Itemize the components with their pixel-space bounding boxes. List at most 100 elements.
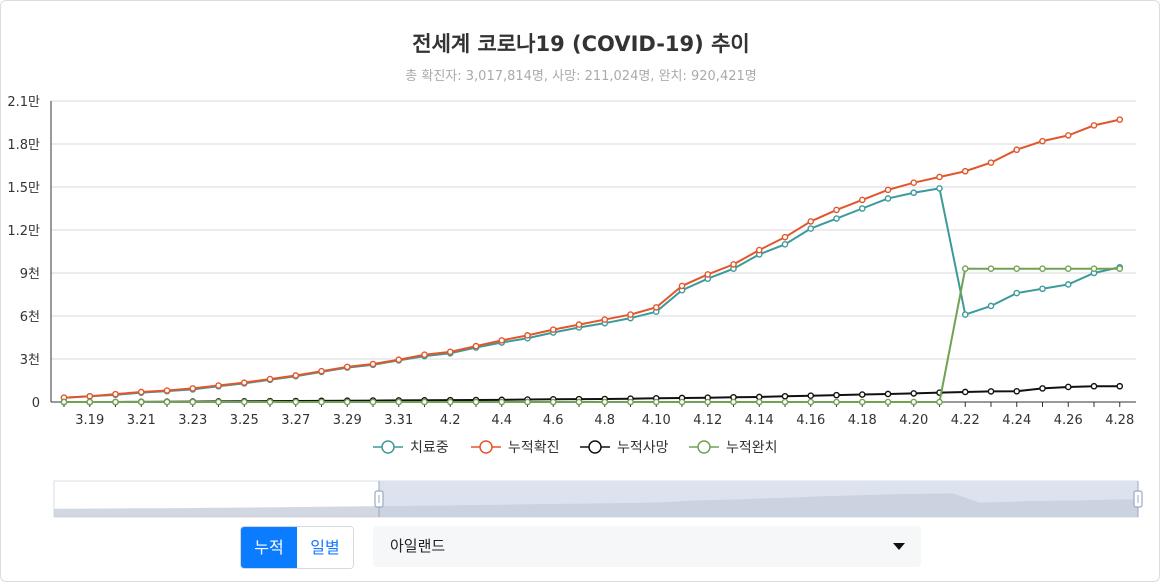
data-point: [343, 363, 351, 371]
data-point: [781, 241, 789, 248]
x-tick-label: 3.23: [178, 413, 207, 428]
data-point: [781, 392, 789, 400]
cumulative-button[interactable]: 누적: [241, 527, 297, 568]
x-tick-label: 4.22: [951, 413, 980, 428]
data-point: [86, 398, 94, 406]
legend-swatch-marker: [479, 440, 493, 454]
legend-swatch-marker: [588, 440, 602, 454]
y-tick-label: 6천: [20, 310, 40, 325]
data-point: [652, 398, 660, 406]
mode-toggle: 누적 일별: [240, 526, 354, 569]
data-point: [266, 375, 274, 383]
data-point: [215, 382, 222, 389]
x-tick-label: 3.29: [333, 413, 362, 428]
y-tick-label: 3천: [20, 353, 40, 368]
data-point: [498, 398, 506, 406]
x-tick-label: 4.18: [848, 413, 877, 428]
chart-legend: 치료중 누적확진 누적사망 누적완치: [373, 440, 778, 456]
data-point: [936, 398, 943, 406]
data-point: [292, 398, 300, 406]
data-point: [910, 390, 918, 397]
country-select-value: 아일랜드: [390, 537, 446, 555]
data-point: [987, 159, 995, 166]
chart-title: 전세계 코로나19 (COVID-19) 추이: [412, 32, 750, 56]
x-tick-label: 3.25: [230, 413, 259, 428]
data-point: [112, 390, 119, 398]
data-point: [318, 367, 325, 375]
x-tick-label: 3.27: [281, 413, 310, 428]
chart-series: [60, 116, 1124, 406]
series-line: [64, 385, 1120, 403]
legend-swatch-marker: [697, 440, 711, 454]
data-point: [936, 173, 943, 181]
data-point: [1090, 382, 1098, 390]
data-point: [858, 196, 866, 204]
data-point: [961, 167, 969, 175]
data-point: [446, 398, 454, 406]
data-point: [807, 392, 815, 399]
data-point: [781, 398, 789, 406]
data-point: [833, 206, 840, 214]
legend-item-label: 누적사망: [617, 440, 669, 456]
data-point: [910, 398, 918, 406]
data-point: [678, 282, 686, 290]
x-tick-label: 4.16: [796, 413, 825, 428]
data-point: [1064, 265, 1072, 273]
data-point: [163, 387, 171, 394]
data-point: [421, 351, 428, 359]
data-point: [833, 215, 840, 222]
data-point: [755, 246, 763, 254]
data-point: [421, 398, 428, 406]
data-point: [884, 398, 892, 406]
data-point: [987, 302, 995, 310]
legend-swatch-marker: [381, 440, 395, 454]
data-point: [1064, 281, 1072, 288]
data-point: [601, 316, 609, 323]
data-point: [1090, 122, 1098, 129]
daily-button[interactable]: 일별: [297, 527, 353, 568]
data-point: [1116, 116, 1124, 123]
data-point: [112, 398, 119, 406]
data-point: [1090, 265, 1098, 273]
data-point: [292, 372, 300, 379]
x-tick-label: 4.12: [693, 413, 722, 428]
data-point: [240, 379, 248, 386]
x-tick-label: 4.2: [440, 413, 461, 428]
data-point: [936, 185, 943, 192]
data-point: [884, 390, 892, 398]
country-select[interactable]: 아일랜드: [373, 526, 921, 567]
data-point: [755, 398, 763, 406]
y-tick-label: 1.5만: [7, 181, 40, 196]
data-point: [1013, 387, 1021, 395]
data-point: [137, 398, 145, 406]
data-point: [961, 388, 969, 396]
x-tick-label: 4.10: [642, 413, 671, 428]
data-zoom-slider: [53, 480, 1143, 518]
legend-item-label: 누적확진: [508, 440, 560, 456]
data-point: [858, 398, 866, 406]
data-point: [627, 398, 634, 406]
data-point: [1039, 265, 1046, 273]
data-point: [1064, 132, 1072, 139]
data-point: [215, 398, 222, 406]
data-point: [807, 218, 815, 225]
x-tick-label: 4.8: [594, 413, 615, 428]
x-tick-label: 4.4: [491, 413, 512, 428]
data-point: [961, 265, 969, 273]
data-point: [807, 398, 815, 406]
data-point: [858, 391, 866, 398]
data-point: [1039, 385, 1046, 392]
series-line: [64, 267, 1120, 403]
x-tick-label: 3.21: [127, 413, 156, 428]
x-tick-label: 4.28: [1105, 413, 1134, 428]
data-point: [575, 398, 583, 406]
data-point: [884, 186, 892, 194]
data-point: [240, 398, 248, 406]
y-tick-label: 0: [32, 396, 40, 411]
data-point: [1013, 289, 1021, 297]
data-point: [1116, 382, 1124, 390]
data-point: [858, 205, 866, 212]
data-point: [395, 356, 403, 364]
data-point: [524, 332, 531, 339]
